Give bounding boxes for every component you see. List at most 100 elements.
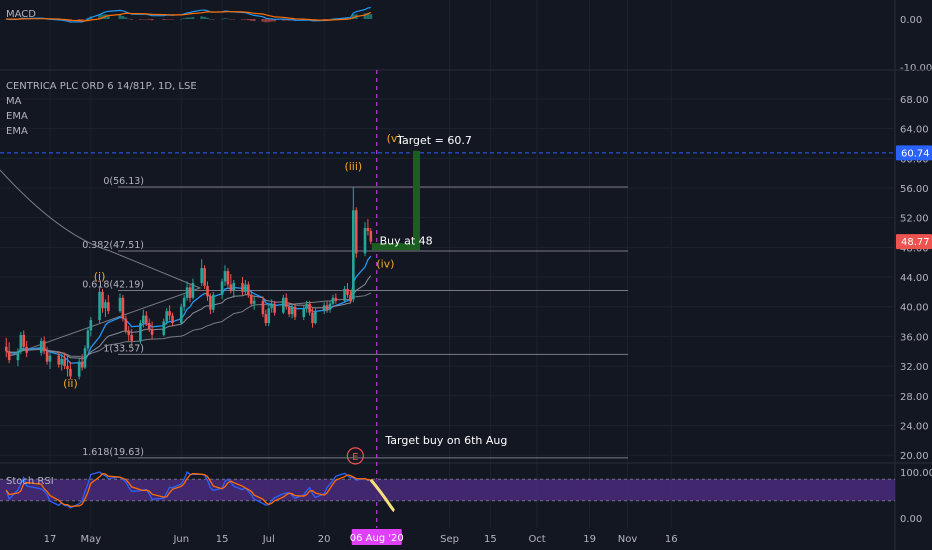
- target-price-label: 60.74: [901, 148, 930, 159]
- macd-histogram-bar: [232, 19, 236, 20]
- macd-histogram-bar: [144, 19, 148, 20]
- stoch-tick-0: 0.00: [900, 514, 922, 525]
- candle-body: [352, 210, 355, 300]
- macd-tick-zero: 0.00: [900, 15, 922, 26]
- candle-body: [226, 271, 230, 285]
- macd-histogram-bar: [369, 14, 373, 19]
- candle-body: [19, 334, 23, 352]
- stoch-rsi-label: Stoch RSI: [6, 476, 54, 487]
- event-marker-icon[interactable]: [346, 447, 364, 465]
- candle-body: [223, 271, 227, 282]
- wave-label: (iv): [376, 257, 394, 270]
- macd-histogram-bar: [261, 19, 265, 22]
- macd-histogram-bar: [77, 19, 81, 21]
- stoch-projection-line: [369, 478, 396, 513]
- legend-ma: MA: [6, 96, 22, 107]
- candle-body: [63, 358, 66, 367]
- grid-lines: [0, 0, 895, 528]
- macd-histogram-bar: [179, 18, 183, 20]
- candle-body: [334, 297, 338, 301]
- macd-histogram-bar: [147, 19, 151, 20]
- candle-body: [127, 330, 131, 335]
- macd-histogram-bar: [241, 19, 244, 20]
- price-pane[interactable]: 0(56.13) 0.382(47.51) 0.618(42.19) 1(33.57)…: [0, 70, 895, 528]
- candle-body: [4, 346, 8, 352]
- candle-body: [206, 285, 209, 297]
- time-tick-label: Sep: [440, 534, 459, 545]
- stoch-d-line: [5, 472, 371, 508]
- price-tick-label: 40.00: [900, 303, 929, 314]
- fib-level-label: 0.618(42.19): [82, 279, 144, 290]
- time-tick-label: 15: [484, 534, 497, 545]
- fib-level-label: 1(33.57): [103, 343, 144, 354]
- candle-body: [363, 228, 367, 254]
- macd-histogram-bar: [106, 14, 110, 19]
- macd-histogram-bar: [162, 19, 166, 20]
- candle-body: [270, 303, 273, 309]
- candle-body: [314, 311, 317, 324]
- candle-body: [229, 284, 233, 291]
- fib-level-label: 1.618(19.63): [82, 447, 144, 458]
- price-tick-label: 64.00: [900, 125, 929, 136]
- price-tick-label: 52.00: [900, 214, 929, 225]
- time-tick-label: May: [80, 534, 101, 545]
- instrument-title: CENTRICA PLC ORD 6 14/81P, 1D, LSE: [6, 81, 197, 92]
- macd-histogram-bar: [325, 19, 329, 20]
- macd-histogram-bar: [351, 14, 355, 19]
- date-tag-badge: [351, 529, 402, 545]
- candle-body: [244, 284, 247, 292]
- candle-body: [168, 311, 171, 316]
- macd-histogram-bar: [130, 19, 134, 20]
- candle-body: [366, 228, 370, 232]
- macd-histogram-bar: [244, 19, 247, 20]
- macd-line: [6, 6, 371, 23]
- macd-histogram-bar: [98, 14, 101, 19]
- candle-body: [142, 315, 145, 324]
- candle-body: [139, 323, 142, 341]
- legend-ema-2: EMA: [6, 126, 28, 137]
- date-tag-label: 06 Aug '20: [350, 533, 404, 544]
- candle-body: [343, 288, 346, 301]
- candle-body: [331, 297, 335, 304]
- time-tick-label: Nov: [618, 534, 638, 545]
- candle-body: [57, 355, 61, 365]
- macd-histogram-bar: [141, 19, 145, 20]
- macd-histogram-bar: [346, 17, 349, 19]
- event-marker-label: E: [352, 452, 358, 463]
- candle-body: [77, 361, 81, 377]
- macd-histogram-bar: [188, 17, 192, 19]
- macd-histogram-bar: [200, 16, 204, 19]
- candle-body: [7, 351, 11, 361]
- candle-body: [39, 340, 43, 353]
- price-tick-label: 36.00: [900, 332, 929, 343]
- macd-pane: MACD 0.00 -10.00: [4, 6, 932, 74]
- target-price-badge: [896, 145, 932, 161]
- candle-body: [86, 330, 90, 349]
- candle-body: [212, 294, 215, 310]
- candle-body: [273, 303, 276, 313]
- candle-body: [150, 328, 154, 335]
- time-tick-label: 15: [216, 534, 229, 545]
- time-tick-label: 20: [318, 534, 331, 545]
- time-axis[interactable]: 17 May Jun 15 Jul 20 Sep 15 Oct 19 Nov 16: [44, 534, 678, 545]
- legend-ema: EMA: [6, 111, 28, 122]
- macd-histogram-bar: [165, 19, 169, 20]
- ema-line-2: [6, 275, 372, 360]
- macd-histogram-bar: [124, 17, 128, 19]
- candle-body: [60, 358, 63, 365]
- ma-line: [0, 169, 372, 358]
- candle-body: [293, 306, 297, 318]
- macd-histogram-bar: [366, 13, 370, 19]
- time-tick-label: 16: [665, 534, 678, 545]
- macd-histogram-bar: [264, 19, 268, 23]
- macd-histogram-bar: [150, 19, 154, 21]
- candle-body: [185, 287, 189, 298]
- buy-annotation: Buy at 48: [380, 234, 433, 247]
- macd-histogram-bar: [185, 17, 189, 19]
- macd-histogram-bar: [226, 18, 230, 20]
- candle-body: [104, 302, 107, 309]
- candle-body: [69, 369, 72, 377]
- stoch-tick-100: 100.00: [900, 468, 932, 479]
- macd-histogram-bar: [171, 19, 174, 20]
